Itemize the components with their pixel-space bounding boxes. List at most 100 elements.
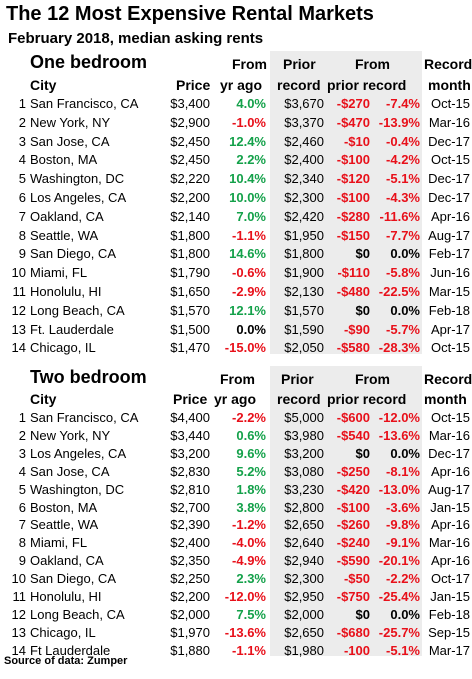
record-diff-cell: -$480 [336,284,370,299]
city-cell: Honolulu, HI [30,589,102,604]
price-cell: $2,700 [170,499,210,515]
record-pct-cell: -9.1% [386,535,420,551]
city-cell: Washington, DC [30,171,125,187]
yr-change-cell: 5.2% [236,463,266,479]
record-pct-cell: -7.7% [386,227,420,243]
section-title-two-bedroom: Two bedroom [30,367,147,387]
record-pct-cell: 0.0% [390,445,420,461]
record-diff-cell: -$280 [336,208,370,224]
city-cell: Los Angeles, CA [30,190,127,205]
prior-record-cell: $2,400 [284,152,324,168]
yr-change-cell: 14.6% [229,246,266,262]
prior-record-cell: $5,000 [284,410,324,425]
table-row: 1 San Francisco, CA $4,400 -2.2% $5,000 -$600… [0,408,472,429]
record-diff-cell: -$420 [336,481,370,497]
record-diff-cell: -$270 [336,96,370,111]
prior-record-cell: $3,230 [284,481,324,497]
record-pct-cell: -0.4% [386,133,420,149]
city-cell: Seattle, WA [30,227,99,243]
price-cell: $2,220 [170,171,210,187]
col-header-city: City [30,77,57,93]
table-row: 6 Los Angeles, CA $2,200 10.0% $2,300 -$100 -4… [0,188,472,209]
price-cell: $2,450 [170,133,210,149]
price-cell: $3,440 [170,427,210,443]
record-month-cell: Jan-15 [430,499,470,515]
record-diff-cell: $0 [355,246,370,262]
yr-change-cell: -2.9% [232,284,266,299]
record-pct-cell: -25.7% [378,624,420,640]
yr-change-cell: -1.0% [232,114,266,130]
record-pct-cell: -13.6% [378,427,420,443]
city-cell: Washington, DC [30,481,125,497]
prior-record-cell: $2,460 [284,133,324,149]
record-pct-cell: 0.0% [390,302,420,318]
city-cell: Los Angeles, CA [30,445,127,461]
col-header-record-bottom-2: prior record [327,391,407,407]
city-cell: Miami, FL [30,535,88,551]
record-pct-cell: -5.1% [386,642,420,658]
record-diff-cell: -$100 [336,499,370,515]
prior-record-cell: $3,670 [284,96,324,111]
table-row: 13 Chicago, IL $1,970 -13.6% $2,650 -$680 -25.… [0,623,472,644]
yr-change-cell: -1.1% [232,642,266,658]
yr-change-cell: 7.5% [236,606,266,622]
record-pct-cell: -13.0% [378,481,420,497]
price-cell: $1,470 [170,340,210,356]
prior-record-cell: $1,570 [284,302,324,318]
yr-change-cell: 12.4% [229,133,266,149]
table-row: 8 Seattle, WA $1,800 -1.1% $1,950 -$150 -7.7% A… [0,226,472,247]
city-cell: Miami, FL [30,265,88,281]
record-month-cell: Mar-15 [428,284,470,299]
yr-change-cell: 1.8% [236,481,266,497]
record-diff-cell: -$50 [343,571,370,587]
table-row: 12 Long Beach, CA $2,000 7.5% $2,000 $0 0.0% Fe… [0,605,472,626]
prior-record-cell: $2,640 [284,535,324,551]
price-cell: $1,970 [170,624,210,640]
price-cell: $1,880 [170,642,210,658]
table-row: 13 Ft. Lauderdale $1,500 0.0% $1,590 -$90 -5.7… [0,320,472,341]
record-pct-cell: -28.3% [378,340,420,356]
rank-cell: 10 [11,265,26,281]
rank-cell: 4 [18,463,26,479]
record-month-cell: Jan-15 [430,589,470,604]
table-row: 11 Honolulu, HI $2,200 -12.0% $2,950 -$750 -25… [0,587,472,608]
yr-change-cell: -1.2% [232,517,266,533]
prior-record-cell: $1,800 [284,246,324,262]
rank-cell: 3 [18,133,26,149]
rank-cell: 5 [18,171,26,187]
col-header-prior-top: Prior [283,56,316,72]
price-cell: $1,800 [170,246,210,262]
rank-cell: 12 [11,302,26,318]
price-cell: $2,140 [170,208,210,224]
price-cell: $2,200 [170,190,210,205]
col-header-month-bottom: month [428,77,471,93]
page-title: The 12 Most Expensive Rental Markets [6,3,374,25]
table-row: 10 San Diego, CA $2,250 2.3% $2,300 -$50 -2.2%… [0,569,472,590]
col-header-month-top: Record [424,56,472,72]
prior-record-cell: $1,950 [284,227,324,243]
record-month-cell: Dec-17 [428,445,470,461]
yr-change-cell: -4.0% [232,535,266,551]
rank-cell: 10 [11,571,26,587]
record-diff-cell: -$590 [336,553,370,569]
rank-cell: 11 [12,284,27,299]
table-row: 5 Washington, DC $2,810 1.8% $3,230 -$420 -13.… [0,480,472,501]
record-diff-cell: $0 [355,445,370,461]
record-diff-cell: -$90 [343,321,370,337]
yr-change-cell: 9.6% [236,445,266,461]
table-row: 7 Seattle, WA $2,390 -1.2% $2,650 -$260 -9.8% A… [0,515,472,536]
rank-cell: 1 [18,410,26,425]
record-diff-cell: -$100 [336,152,370,168]
col-header-record-bottom: prior record [327,77,407,93]
record-diff-cell: -$750 [336,589,370,604]
record-diff-cell: -$110 [337,265,370,281]
record-pct-cell: 0.0% [390,246,420,262]
city-cell: Chicago, IL [30,624,96,640]
rank-cell: 13 [11,624,26,640]
prior-record-cell: $2,940 [284,553,324,569]
rank-cell: 11 [12,589,27,604]
col-header-from-bottom: yr ago [220,77,263,93]
table-row: 4 San Jose, CA $2,830 5.2% $3,080 -$250 -8.1% A… [0,462,472,483]
record-month-cell: Apr-16 [430,463,470,479]
price-cell: $2,810 [170,481,210,497]
